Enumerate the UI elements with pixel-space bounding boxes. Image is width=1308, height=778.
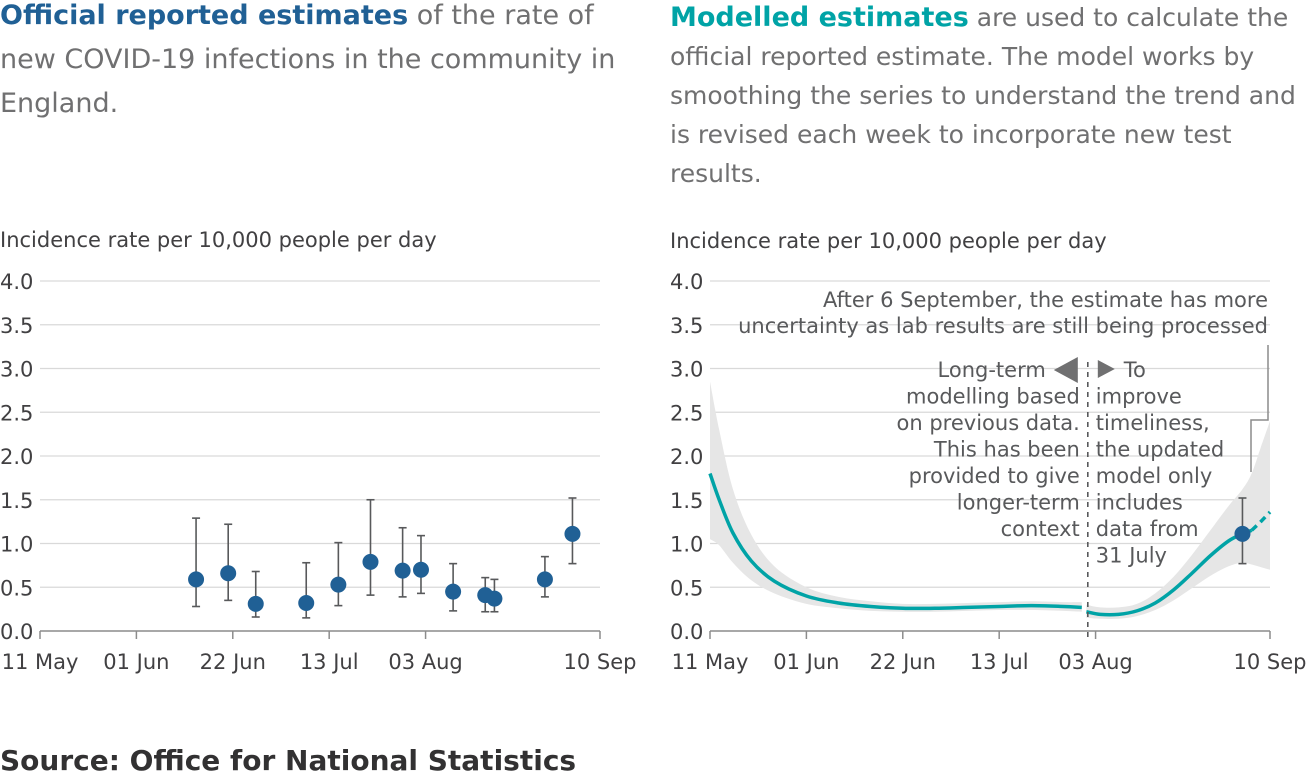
data-point bbox=[220, 565, 237, 582]
x-tick-label: 11 May bbox=[2, 650, 79, 674]
annotation-leader-line bbox=[1250, 345, 1269, 472]
y-tick-label: 3.5 bbox=[0, 314, 33, 338]
x-tick-label: 01 Jun bbox=[773, 650, 839, 674]
annotation-updated: model only bbox=[1096, 464, 1212, 488]
data-point bbox=[394, 562, 411, 579]
y-tick-label: 2.5 bbox=[670, 401, 703, 425]
series-line-long-term bbox=[708, 472, 1082, 611]
x-tick-label: 10 Sep bbox=[1234, 650, 1307, 674]
y-tick-label: 1.0 bbox=[0, 533, 33, 557]
data-point bbox=[247, 595, 264, 612]
right-y-axis-label: Incidence rate per 10,000 people per day bbox=[670, 229, 1107, 253]
annotation-long-term: longer-term bbox=[957, 491, 1080, 515]
annotation-updated: 31 July bbox=[1096, 544, 1167, 568]
annotation-long-term: This has been bbox=[933, 438, 1080, 462]
annotation-long-term: context bbox=[1001, 517, 1080, 541]
y-tick-label: 0.5 bbox=[0, 576, 33, 600]
x-tick-label: 13 Jul bbox=[970, 650, 1029, 674]
data-point bbox=[445, 583, 462, 600]
annotation-updated: data from bbox=[1096, 517, 1199, 541]
y-tick-label: 2.0 bbox=[0, 445, 33, 469]
y-tick-label: 4.0 bbox=[670, 270, 703, 294]
right-chart-title: Modelled estimates are used to calculate… bbox=[670, 0, 1308, 193]
right-title-rest: are used to calculate the official repor… bbox=[670, 3, 1296, 188]
annotation-updated: includes bbox=[1096, 491, 1183, 515]
x-tick-label: 03 Aug bbox=[1058, 650, 1132, 674]
y-tick-label: 0.5 bbox=[670, 576, 703, 600]
x-tick-label: 01 Jun bbox=[103, 650, 169, 674]
x-tick-label: 22 Jun bbox=[870, 650, 936, 674]
data-point bbox=[188, 571, 205, 588]
confidence-band-updated bbox=[1086, 421, 1270, 619]
data-point bbox=[362, 553, 379, 570]
y-tick-label: 0.0 bbox=[670, 620, 703, 644]
data-point bbox=[412, 561, 429, 578]
y-tick-label: 4.0 bbox=[0, 270, 33, 294]
annotation-long-term: on previous data. bbox=[897, 411, 1080, 435]
y-tick-label: 1.5 bbox=[0, 489, 33, 513]
y-tick-label: 2.0 bbox=[670, 445, 703, 469]
x-tick-label: 22 Jun bbox=[200, 650, 266, 674]
charts-canvas: 0.0 0.5 1.0 1.5 2.0 2.5 3.0 3.5 4.0 11 May 01 Jun 2… bbox=[0, 270, 1307, 674]
annotation-updated: improve bbox=[1096, 385, 1182, 409]
data-point bbox=[564, 525, 581, 542]
y-tick-label: 3.0 bbox=[0, 358, 33, 382]
annotation-long-term: modelling based bbox=[906, 385, 1080, 409]
annotation-uncertainty: uncertainty as lab results are still bei… bbox=[738, 314, 1268, 338]
x-tick-label: 13 Jul bbox=[300, 650, 359, 674]
x-tick-label: 03 Aug bbox=[388, 650, 462, 674]
annotation-uncertainty: After 6 September, the estimate has more bbox=[823, 288, 1268, 312]
data-point bbox=[330, 576, 347, 593]
data-point bbox=[298, 595, 315, 611]
x-tick-label: 11 May bbox=[672, 650, 749, 674]
left-title-rest: of the rate of new COVID-19 infections i… bbox=[0, 0, 616, 119]
y-tick-label: 2.5 bbox=[0, 401, 33, 425]
series-line-updated bbox=[1086, 528, 1253, 617]
y-tick-label: 1.0 bbox=[670, 533, 703, 557]
annotation-updated: timeliness, bbox=[1096, 411, 1210, 435]
annotation-updated: To bbox=[1123, 358, 1146, 382]
left-y-axis-label: Incidence rate per 10,000 people per day bbox=[0, 228, 437, 252]
left-title-highlight: Official reported estimates bbox=[0, 0, 409, 31]
right-arrow-icon bbox=[1097, 360, 1115, 378]
y-tick-label: 0.0 bbox=[0, 620, 33, 644]
left-chart-title: Official reported estimates of the rate … bbox=[0, 0, 640, 126]
right-title-highlight: Modelled estimates bbox=[670, 2, 969, 33]
annotation-updated: the updated bbox=[1096, 438, 1224, 462]
left-arrow-icon bbox=[1053, 357, 1078, 383]
y-tick-label: 3.5 bbox=[670, 314, 703, 338]
x-tick-label: 10 Sep bbox=[564, 650, 637, 674]
y-tick-label: 1.5 bbox=[670, 489, 703, 513]
y-tick-label: 3.0 bbox=[670, 358, 703, 382]
source-note: Source: Office for National Statistics bbox=[0, 744, 577, 777]
data-point bbox=[1234, 525, 1251, 542]
data-point bbox=[536, 571, 553, 588]
annotation-long-term: Long-term bbox=[938, 358, 1046, 382]
series-line-uncertain bbox=[1250, 510, 1272, 532]
annotation-long-term: provided to give bbox=[909, 464, 1080, 488]
data-point bbox=[486, 590, 503, 607]
